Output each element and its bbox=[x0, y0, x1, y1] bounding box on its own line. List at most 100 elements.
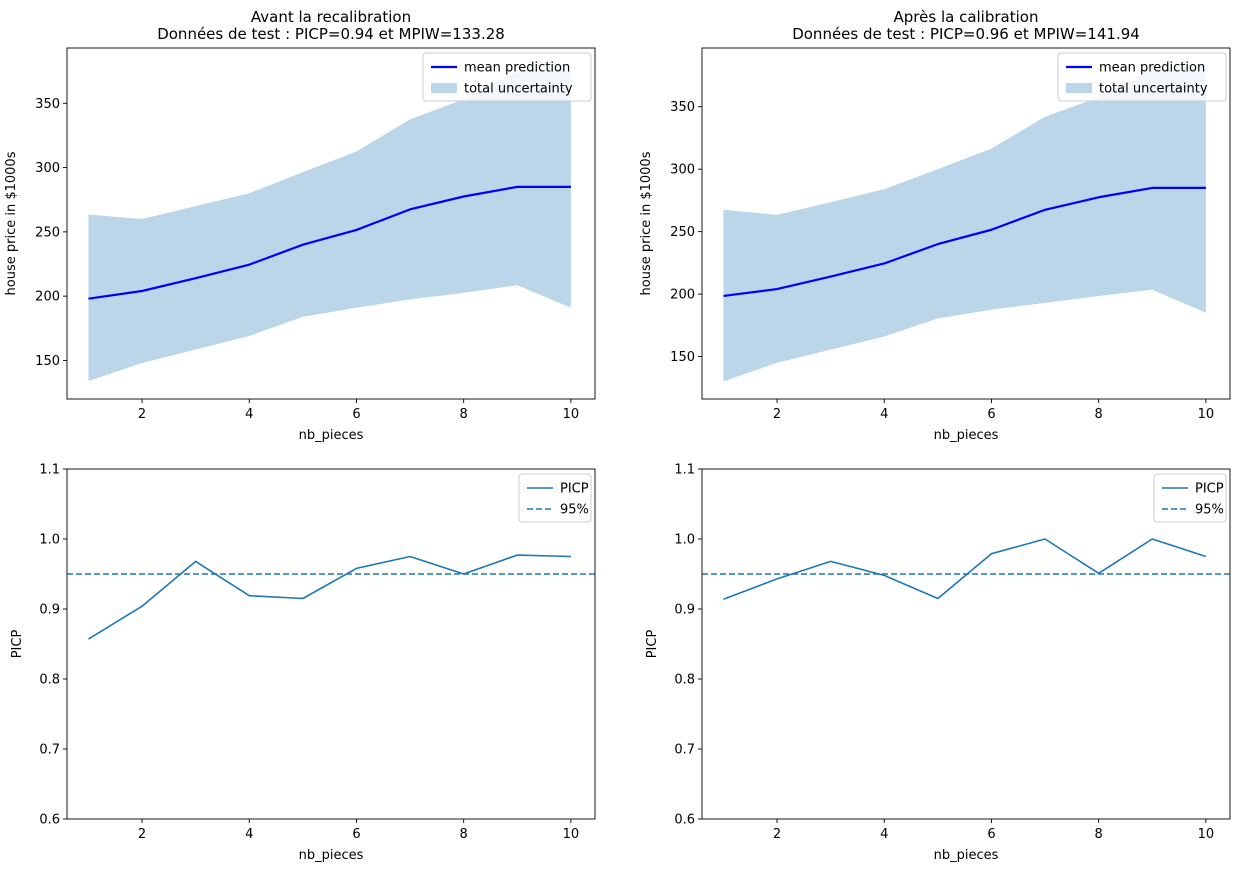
y-tick-label: 0.6 bbox=[674, 813, 695, 828]
y-tick-label: 250 bbox=[35, 225, 60, 240]
data-point bbox=[1204, 555, 1207, 558]
data-point bbox=[516, 554, 519, 557]
data-point bbox=[301, 243, 304, 246]
legend-entry: 95% bbox=[1195, 503, 1224, 518]
data-point bbox=[87, 638, 90, 641]
axes-frame bbox=[66, 47, 596, 400]
x-tick-label: 2 bbox=[773, 827, 781, 842]
data-point bbox=[355, 229, 358, 232]
y-tick-label: 1.0 bbox=[674, 533, 695, 548]
x-axis-label: nb_pieces bbox=[299, 428, 364, 443]
x-tick-label: 2 bbox=[138, 827, 146, 842]
series-line-0 bbox=[723, 538, 1207, 600]
y-tick-label: 0.6 bbox=[39, 813, 60, 828]
data-point bbox=[1151, 538, 1154, 541]
legend-entry: PICP bbox=[1195, 482, 1224, 497]
x-tick-label: 10 bbox=[563, 827, 580, 842]
y-tick-label: 1.0 bbox=[39, 533, 60, 548]
x-tick-label: 8 bbox=[1095, 827, 1103, 842]
y-axis-label: PICP bbox=[10, 630, 25, 659]
y-axis-label: PICP bbox=[645, 630, 660, 659]
data-point bbox=[141, 290, 144, 293]
plot-area bbox=[87, 67, 572, 381]
data-point bbox=[1097, 196, 1100, 199]
y-tick-label: 200 bbox=[35, 290, 60, 305]
chart-panel-1: 2 4 6 8 10 150 200 250 300 350 nb_pieces house pric… bbox=[4, 8, 596, 443]
x-axis-label: nb_pieces bbox=[299, 848, 364, 863]
data-point bbox=[829, 560, 832, 563]
y-tick-label: 250 bbox=[670, 225, 695, 240]
x-tick-label: 8 bbox=[1095, 407, 1103, 422]
x-tick-label: 8 bbox=[460, 407, 468, 422]
x-tick-label: 6 bbox=[352, 407, 360, 422]
data-point bbox=[194, 277, 197, 280]
x-tick-label: 2 bbox=[773, 407, 781, 422]
y-tick-label: 350 bbox=[670, 100, 695, 115]
x-tick-label: 4 bbox=[880, 407, 888, 422]
x-tick-label: 10 bbox=[563, 407, 580, 422]
axes-frame bbox=[701, 47, 1231, 400]
y-axis-label: house price in $1000s bbox=[639, 151, 654, 295]
data-point bbox=[569, 555, 572, 558]
y-tick-label: 1.1 bbox=[39, 463, 60, 478]
data-point bbox=[990, 552, 993, 555]
legend-entry: mean prediction bbox=[464, 61, 570, 76]
y-tick-label: 0.9 bbox=[39, 603, 60, 618]
y-tick-label: 200 bbox=[670, 288, 695, 303]
chart-subtitle: Données de test : PICP=0.94 et MPIW=133.… bbox=[157, 25, 505, 43]
plot-area bbox=[702, 538, 1230, 601]
legend: PICP 95% bbox=[518, 473, 592, 523]
data-point bbox=[462, 195, 465, 198]
x-tick-label: 4 bbox=[245, 827, 253, 842]
data-point bbox=[301, 597, 304, 600]
x-tick-label: 2 bbox=[138, 407, 146, 422]
data-point bbox=[776, 288, 779, 291]
data-point bbox=[990, 228, 993, 231]
y-tick-label: 1.1 bbox=[674, 463, 695, 478]
x-tick-label: 10 bbox=[1198, 827, 1215, 842]
legend: mean prediction total uncertainty bbox=[422, 52, 592, 102]
y-tick-label: 350 bbox=[35, 97, 60, 112]
data-point bbox=[248, 263, 251, 266]
chart-panel-2: 2 4 6 8 10 150 200 250 300 350 nb_pieces house pric… bbox=[639, 8, 1231, 443]
data-point bbox=[1044, 208, 1047, 211]
series-line-0 bbox=[88, 554, 571, 640]
data-point bbox=[409, 208, 412, 211]
legend-entry: 95% bbox=[560, 503, 589, 518]
legend: mean prediction total uncertainty bbox=[1057, 52, 1227, 102]
data-point bbox=[87, 297, 90, 300]
y-tick-label: 0.7 bbox=[674, 743, 695, 758]
series-line-0 bbox=[88, 185, 571, 300]
y-tick-label: 150 bbox=[35, 354, 60, 369]
chart-title: Après la calibration bbox=[894, 8, 1039, 26]
x-tick-label: 6 bbox=[987, 827, 995, 842]
y-tick-label: 150 bbox=[670, 350, 695, 365]
data-point bbox=[776, 578, 779, 581]
data-point bbox=[141, 605, 144, 608]
x-tick-label: 10 bbox=[1198, 407, 1215, 422]
data-point bbox=[722, 295, 725, 298]
axes-frame bbox=[66, 468, 596, 820]
data-point bbox=[194, 560, 197, 563]
legend-entry: total uncertainty bbox=[464, 82, 573, 97]
data-point bbox=[409, 555, 412, 558]
legend-box bbox=[422, 52, 592, 102]
uncertainty-band bbox=[723, 64, 1206, 382]
chart-panel-3: 2 4 6 8 100.60.70.80.91.01.1nb_piecesPICPPIC… bbox=[10, 463, 596, 863]
data-point bbox=[883, 262, 886, 265]
series-line-0 bbox=[723, 186, 1206, 298]
data-point bbox=[936, 597, 939, 600]
legend: PICP 95% bbox=[1153, 473, 1227, 523]
y-axis-label: house price in $1000s bbox=[4, 151, 19, 295]
data-point bbox=[722, 598, 725, 601]
data-point bbox=[569, 185, 572, 188]
legend-swatch-band bbox=[1066, 83, 1092, 93]
x-tick-label: 4 bbox=[245, 407, 253, 422]
data-point bbox=[248, 594, 251, 597]
data-point bbox=[355, 567, 358, 570]
legend-entry: total uncertainty bbox=[1099, 82, 1208, 97]
legend-box bbox=[1057, 52, 1227, 102]
y-tick-label: 0.8 bbox=[39, 673, 60, 688]
data-point bbox=[829, 275, 832, 278]
legend-box bbox=[1153, 473, 1227, 523]
